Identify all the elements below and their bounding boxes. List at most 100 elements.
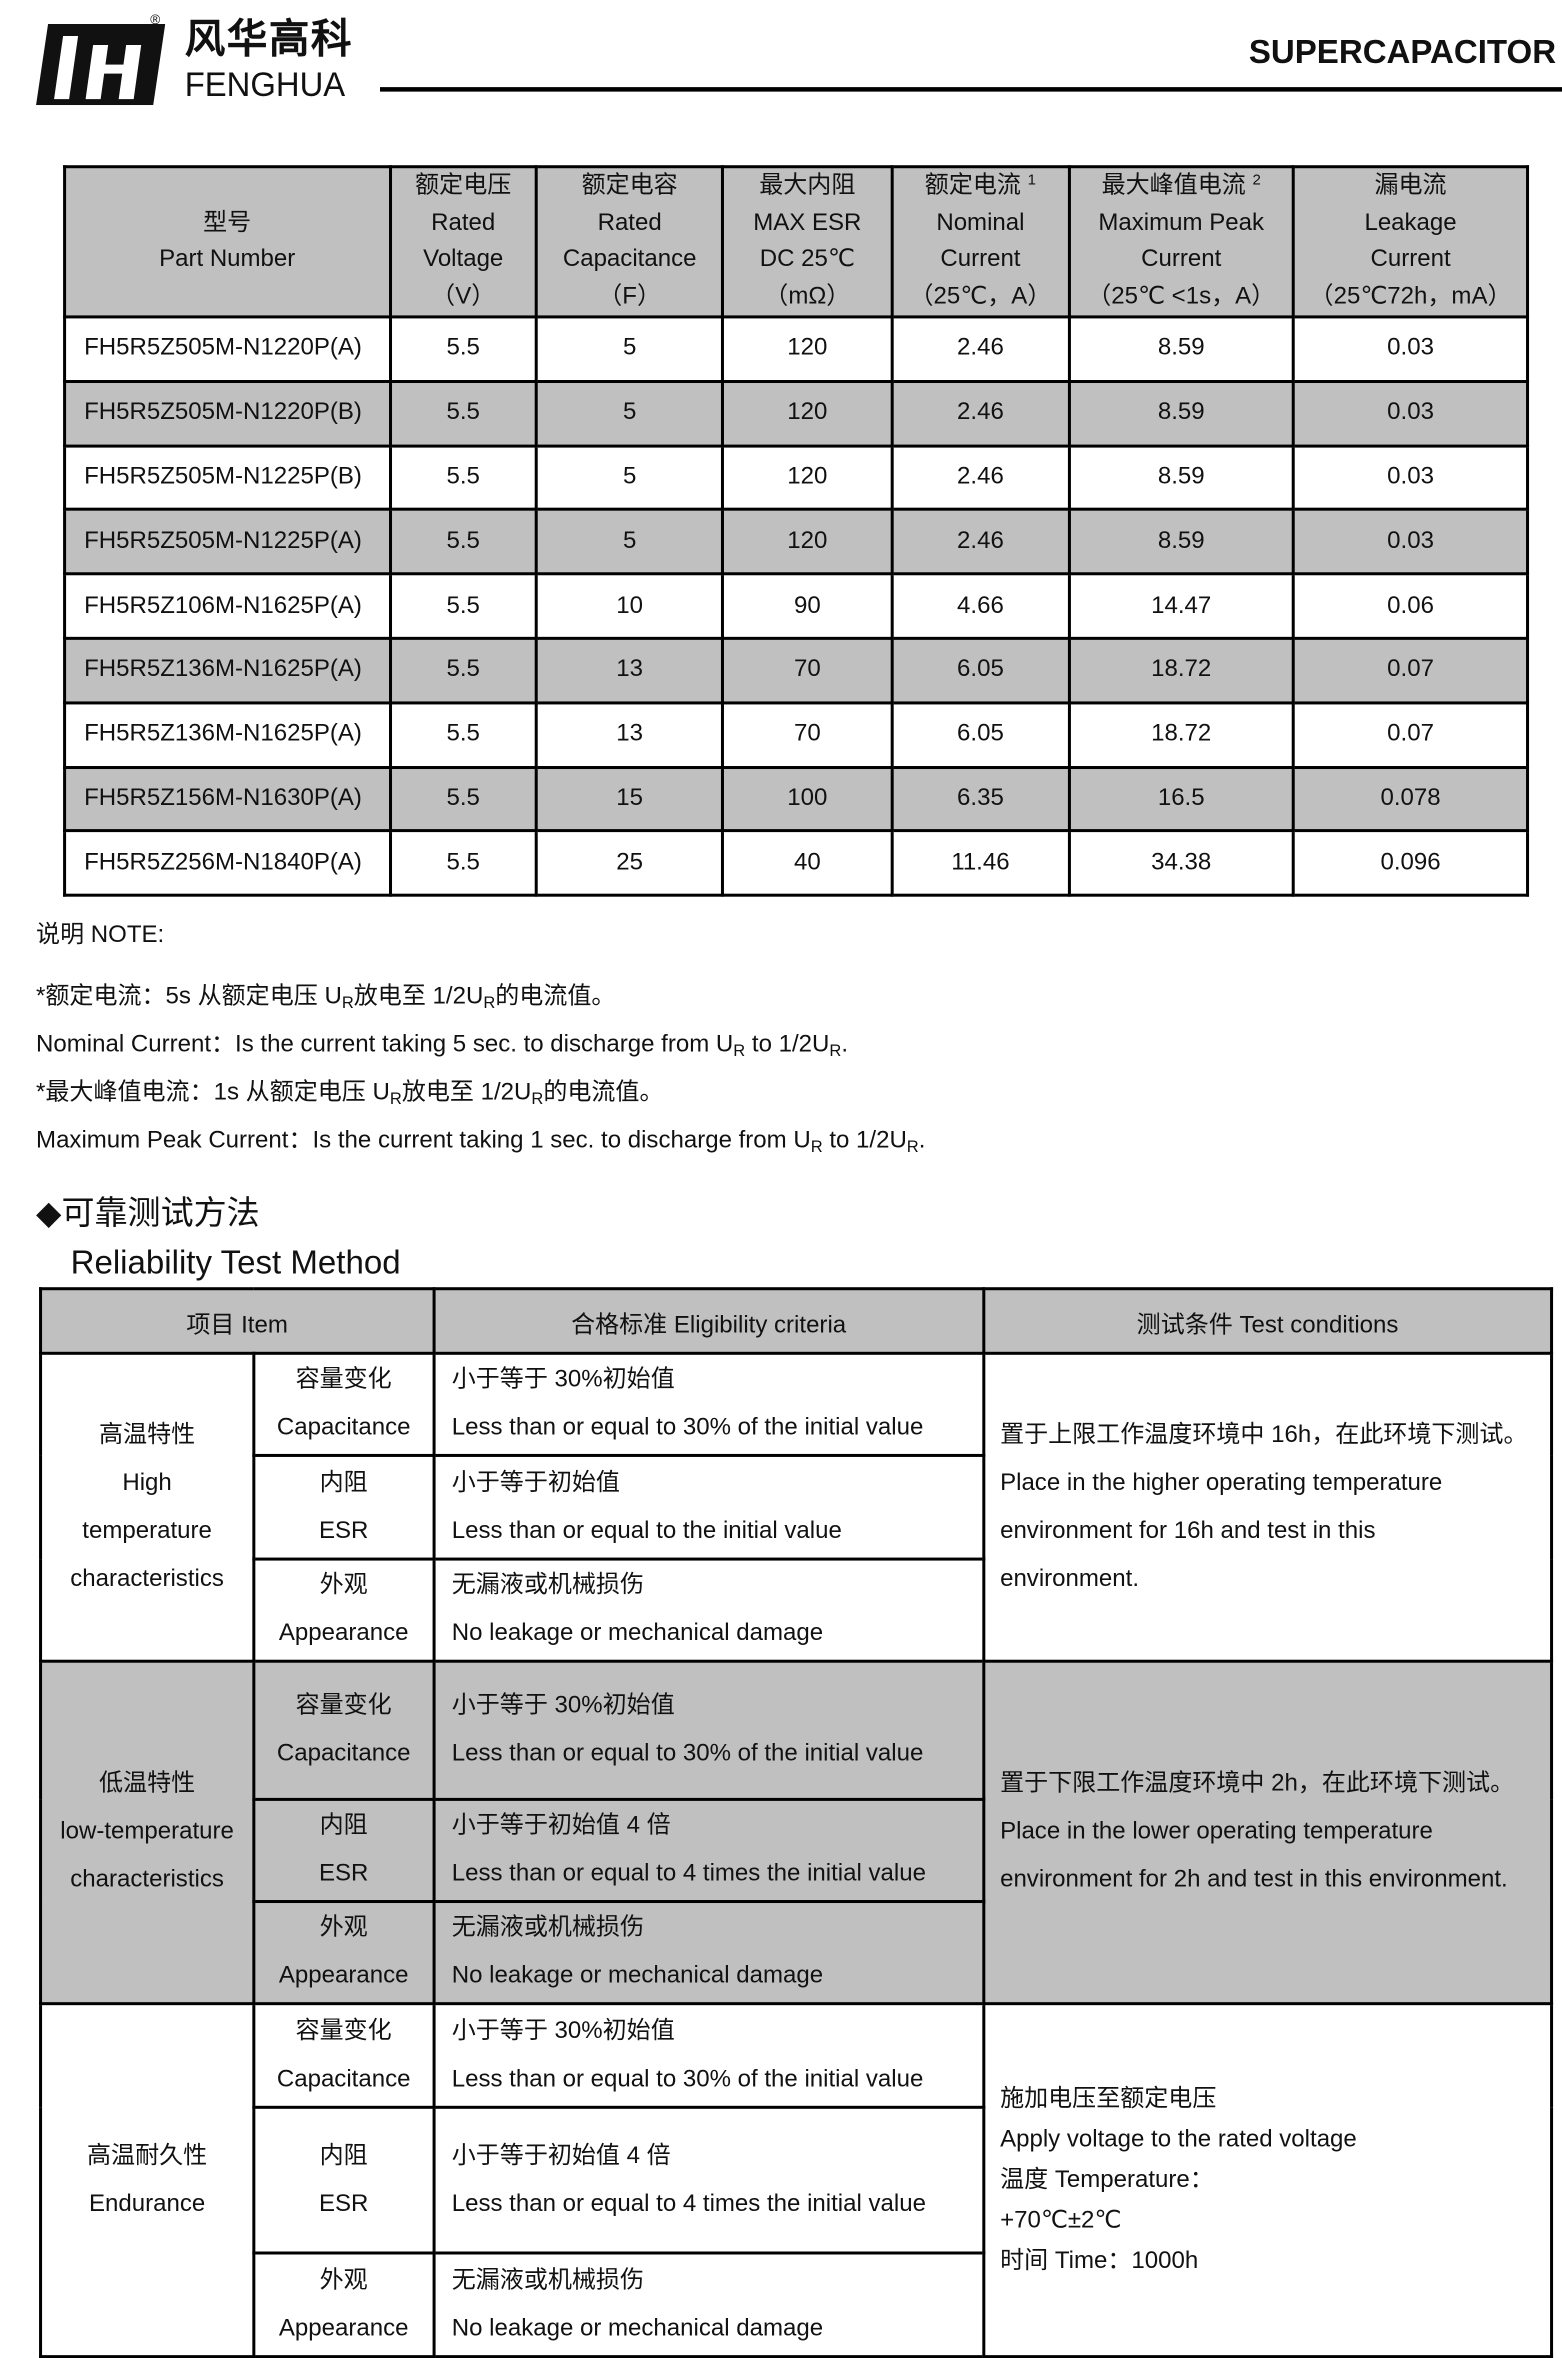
header-unit: （25℃72h，mA）: [1309, 283, 1512, 309]
reliability-header-cell: 合格标准 Eligibility criteria: [432, 1287, 986, 1355]
value-cell: 5.5: [388, 315, 539, 383]
parameter-en: Capacitance: [276, 1740, 411, 1767]
table-row: FH5R5Z156M-N1630P(A) 5.5 15 100 6.35 16.5 0.07…: [63, 765, 1530, 833]
table-row: FH5R5Z505M-N1225P(B) 5.5 5 120 2.46 8.59 0.03: [63, 443, 1530, 512]
test-item-line: 低温特性: [99, 1770, 196, 1797]
parameter-cell: 容量变化 Capacitance: [252, 2002, 436, 2109]
value-cell: 10: [535, 572, 725, 640]
parameter-en: Appearance: [278, 1963, 409, 1989]
header-cn-text: 额定电流: [924, 172, 1021, 199]
value-cell: 5.5: [388, 443, 539, 512]
header-cn: 额定电压: [391, 168, 535, 205]
test-condition-line: 温度 Temperature：: [1000, 2167, 1214, 2193]
value-cell: 0.03: [1292, 379, 1530, 447]
test-condition-cell: 置于上限工作温度环境中 16h，在此环境下测试。 Place in the hig…: [982, 1351, 1554, 1663]
criteria-cn: 无漏液或机械损伤: [451, 1572, 645, 1599]
test-condition-line: 施加电压至额定电压: [1000, 2086, 1217, 2112]
spec-table-header: 型号 Part Number 额定电压 Rated Voltage （V） 额定电容 Rate…: [63, 165, 1530, 319]
header-en: Capacitance: [562, 246, 697, 272]
value-cell: 90: [721, 572, 894, 640]
criteria-en: Less than or equal to the initial value: [451, 1517, 842, 1544]
value-cell: 13: [535, 636, 725, 705]
note-nominal-cn: *额定电流：5s 从额定电压 UR放电至 1/2UR的电流值。: [36, 983, 616, 1013]
value-cell: 70: [721, 701, 894, 769]
criteria-cn: 小于等于 30%初始值: [451, 1366, 675, 1393]
test-condition-line: 时间 Time：1000h: [1000, 2248, 1199, 2275]
criteria-cn: 小于等于 30%初始值: [451, 1692, 675, 1719]
part-number-cell: FH5R5Z505M-N1225P(B): [63, 443, 392, 512]
criteria-cell: 小于等于 30%初始值 Less than or equal to 30% of …: [432, 2002, 986, 2109]
criteria-cn: 无漏液或机械损伤: [451, 1915, 645, 1941]
value-cell: 0.03: [1292, 443, 1530, 512]
test-condition-line: environment for 2h and test in this envi…: [1000, 1866, 1508, 1893]
criteria-en: No leakage or mechanical damage: [451, 1620, 824, 1647]
footnote-mark: 1: [1027, 172, 1037, 190]
parameter-cn: 外观: [319, 1915, 368, 1941]
test-condition-line: Place in the lower operating temperature: [1000, 1818, 1433, 1845]
value-cell: 14.47: [1067, 572, 1296, 640]
criteria-en: Less than or equal to 4 times the initia…: [451, 2190, 926, 2217]
header-cn: 额定电容: [538, 168, 721, 205]
criteria-cell: 小于等于初始值 4 倍 Less than or equal to 4 times…: [432, 2105, 986, 2255]
value-cell: 8.59: [1067, 315, 1296, 383]
criteria-en: No leakage or mechanical damage: [451, 2315, 824, 2341]
header-en: Current: [1370, 246, 1451, 272]
header-en: Current: [940, 246, 1021, 272]
reliability-row: 内阻 ESR 小于等于初始值 4 倍 Less than or equal to 4 …: [41, 2105, 1552, 2255]
test-item-line: low-temperature: [60, 1818, 234, 1845]
reliability-row: 内阻 ESR 小于等于初始值 Less than or equal to the in…: [41, 1453, 1552, 1561]
test-item-line: High: [122, 1469, 172, 1496]
reliability-row: 低温特性 low-temperature characteristics 容量变化 Ca…: [39, 1659, 1554, 2006]
part-number-cell: FH5R5Z136M-N1625P(A): [63, 636, 392, 705]
header-cn: 型号: [203, 209, 252, 236]
value-cell: 0.07: [1292, 701, 1530, 769]
value-cell: 2.46: [890, 315, 1071, 383]
part-number-cell: FH5R5Z505M-N1220P(A): [63, 315, 392, 383]
test-condition-cell: 施加电压至额定电压 Apply voltage to the rated volt…: [982, 2002, 1554, 2358]
test-item-line: characteristics: [70, 1565, 224, 1592]
criteria-cell: 小于等于初始值 4 倍 Less than or equal to 4 times…: [432, 1797, 986, 1904]
spec-table: 型号 Part Number 额定电压 Rated Voltage （V） 额定电容 Rate…: [63, 165, 1530, 897]
value-cell: 0.078: [1292, 765, 1530, 833]
value-cell: 6.35: [890, 765, 1071, 833]
reliability-header-cell: 项目 Item: [39, 1287, 436, 1355]
fenghua-logo-icon: [36, 24, 166, 106]
value-cell: 8.59: [1067, 379, 1296, 447]
criteria-cn: 小于等于 30%初始值: [451, 2017, 675, 2044]
header-en: Rated: [597, 209, 662, 236]
value-cell: 8.59: [1067, 508, 1296, 576]
header-unit: （25℃ <1s，A）: [1087, 283, 1276, 309]
parameter-cell: 内阻 ESR: [252, 1453, 436, 1561]
reliability-title-cn: ◆可靠测试方法: [36, 1194, 260, 1232]
document-title: SUPERCAPACITOR: [1248, 33, 1557, 71]
reliability-row: 外观 Appearance 无漏液或机械损伤 No leakage or mechan…: [41, 1900, 1552, 2006]
spec-header-cell: 漏电流 Leakage Current （25℃72h，mA）: [1292, 165, 1530, 319]
value-cell: 8.59: [1067, 443, 1296, 512]
parameter-en: Capacitance: [276, 1414, 411, 1441]
criteria-cell: 小于等于初始值 Less than or equal to the initial…: [432, 1453, 986, 1561]
header-cn: 最大峰值电流 2: [1070, 168, 1292, 205]
parameter-cn: 内阻: [319, 1469, 368, 1496]
reliability-row: 高温特性 High temperature characteristics 容量变化 Ca…: [39, 1351, 1554, 1663]
reliability-header-cell: 测试条件 Test conditions: [982, 1287, 1554, 1355]
parameter-cn: 容量变化: [295, 2017, 392, 2044]
test-item-line: characteristics: [70, 1866, 224, 1893]
test-item-line: 高温耐久性: [86, 2142, 208, 2169]
value-cell: 16.5: [1067, 765, 1296, 833]
header-cn-text: 漏电流: [1374, 172, 1447, 199]
criteria-cn: 小于等于初始值 4 倍: [451, 2142, 671, 2169]
spec-header-cell: 型号 Part Number: [63, 165, 392, 319]
value-cell: 25: [535, 829, 725, 897]
value-cell: 0.06: [1292, 572, 1530, 640]
part-number-cell: FH5R5Z106M-N1625P(A): [63, 572, 392, 640]
test-condition-line: Apply voltage to the rated voltage: [1000, 2126, 1357, 2153]
parameter-cell: 外观 Appearance: [252, 1900, 436, 2006]
parameter-en: ESR: [318, 1517, 369, 1544]
parameter-cn: 内阻: [319, 2142, 368, 2169]
note-peak-cn: *最大峰值电流：1s 从额定电压 UR放电至 1/2UR的电流值。: [36, 1079, 664, 1109]
header-cn: 额定电流 1: [893, 168, 1067, 205]
header-cn-text: 额定电压: [415, 172, 512, 199]
reliability-table-header: 项目 Item 合格标准 Eligibility criteria 测试条件 Tes…: [39, 1287, 1554, 1355]
header-unit: （25℃，A）: [909, 283, 1052, 309]
parameter-en: ESR: [318, 2190, 369, 2217]
